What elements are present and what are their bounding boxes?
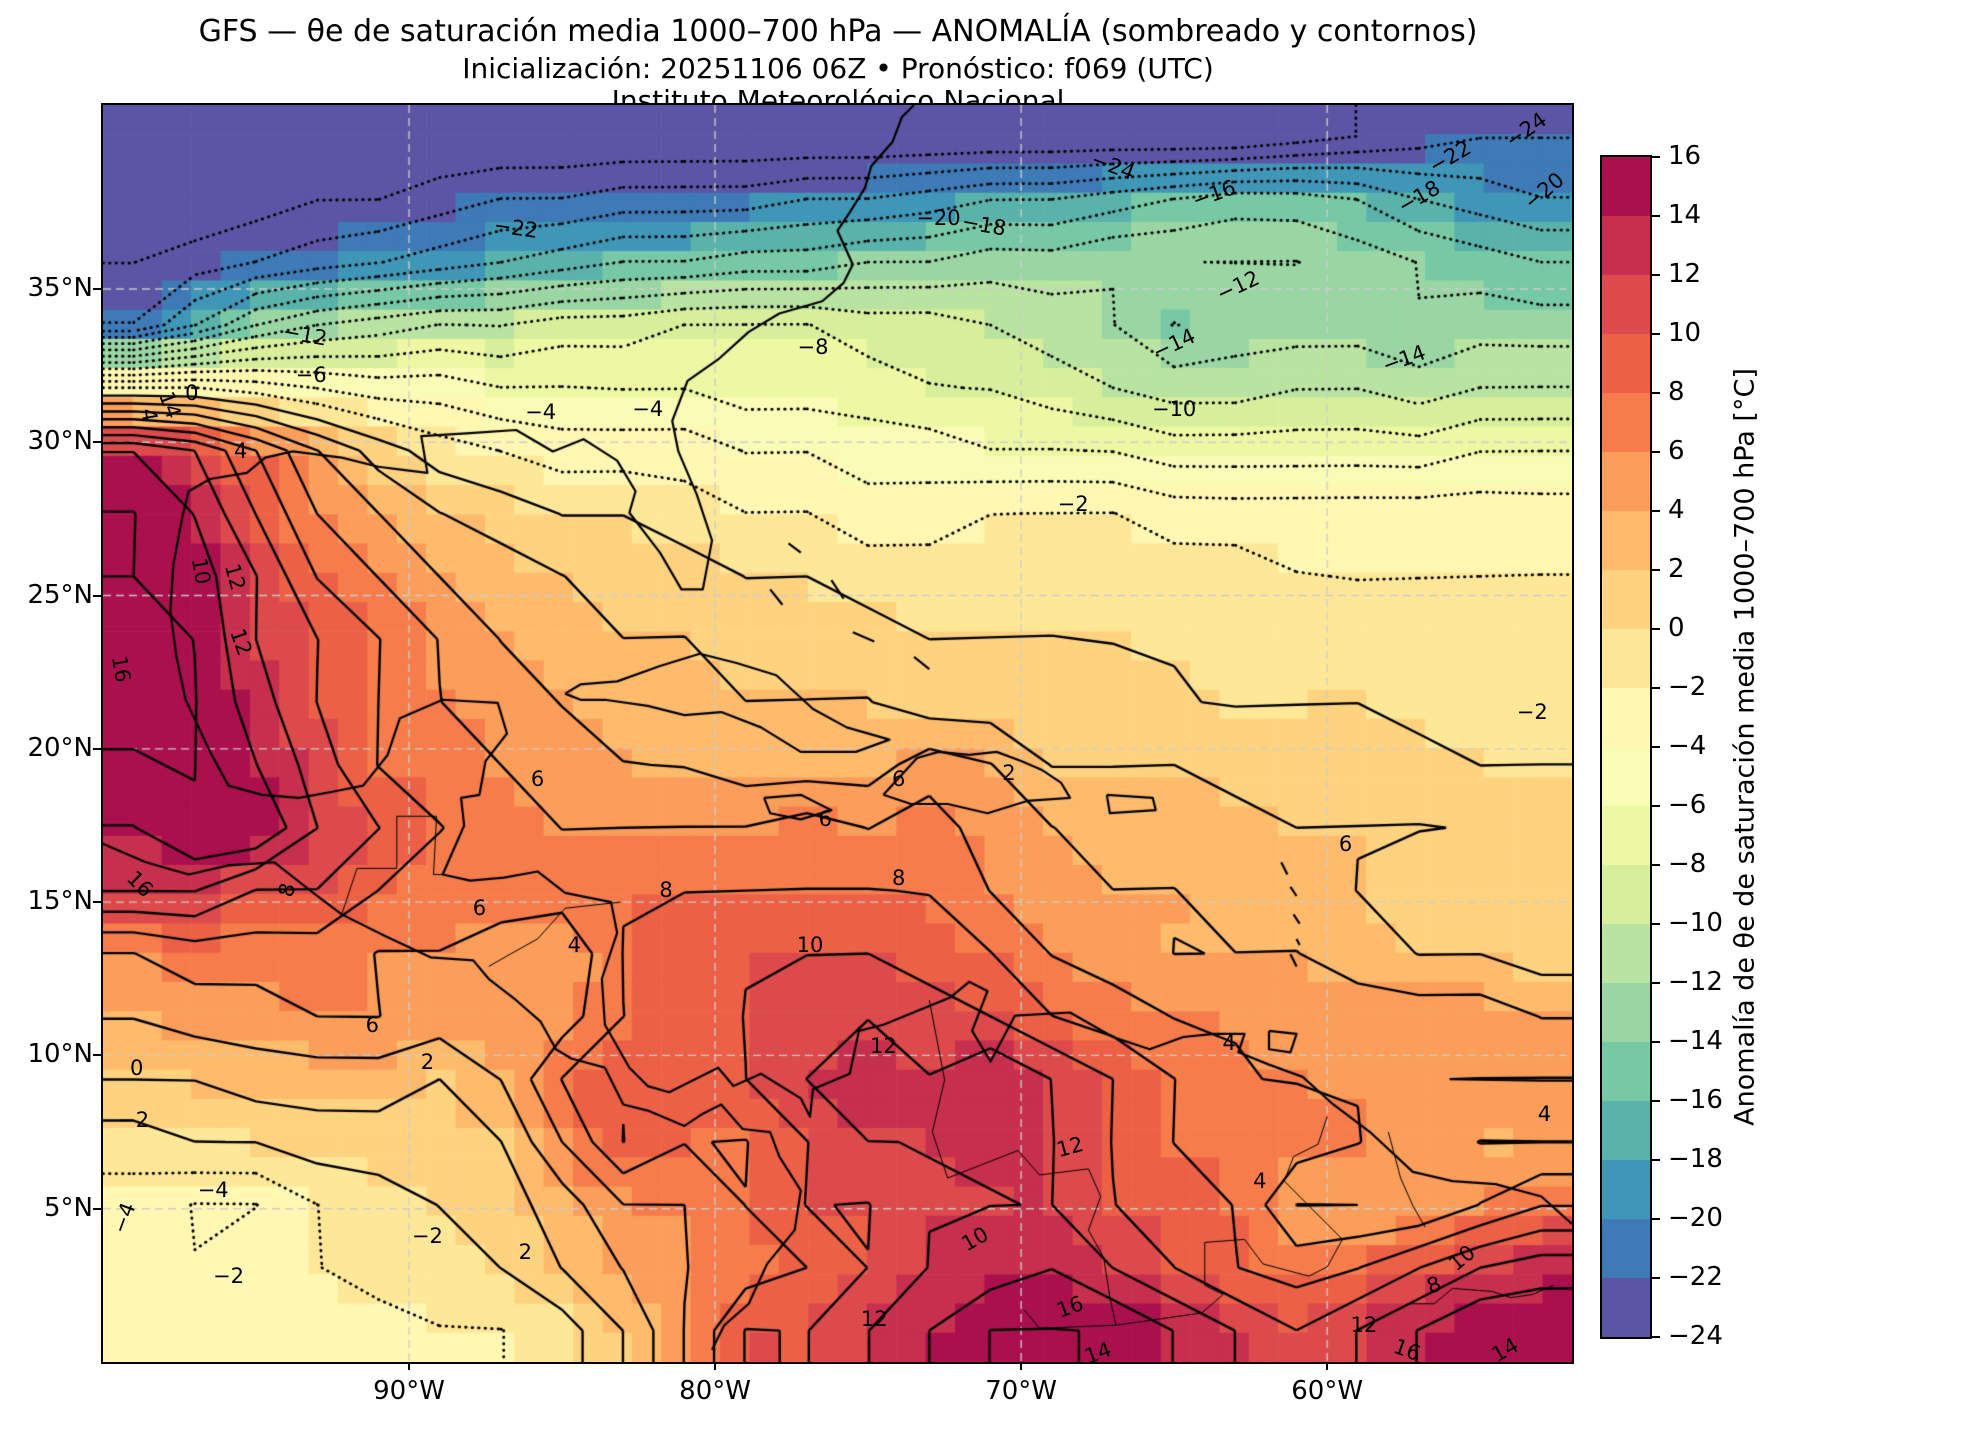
colorbar-tick-label: −22 [1668,1262,1723,1292]
colorbar-segment [1602,1042,1650,1101]
colorbar-segment [1602,865,1650,924]
colorbar-tick-label: 6 [1668,436,1685,466]
anomaly-contour-canvas [103,105,1572,1362]
colorbar-segment [1602,747,1650,806]
colorbar-tick-label: −24 [1668,1321,1723,1351]
colorbar-tick [1652,156,1660,158]
colorbar-tick-label: −10 [1668,908,1723,938]
colorbar-tick-label: 2 [1668,554,1685,584]
x-tick-label: 70°W [985,1376,1058,1406]
y-tick [93,1207,101,1210]
colorbar-tick-label: −18 [1668,1144,1723,1174]
colorbar-tick-label: 8 [1668,377,1685,407]
colorbar-tick-label: 12 [1668,259,1702,289]
colorbar-tick-label: 10 [1668,318,1702,348]
x-tick [1020,1362,1023,1370]
colorbar-tick-label: −12 [1668,967,1723,997]
colorbar-segment [1602,1101,1650,1160]
colorbar-segment [1602,157,1650,216]
colorbar-segment [1602,688,1650,747]
colorbar-tick [1652,687,1660,689]
colorbar-segment [1602,806,1650,865]
x-tick-label: 90°W [373,1376,445,1406]
y-tick-label: 15°N [27,886,93,917]
colorbar-tick-label: 0 [1668,613,1685,643]
colorbar-tick [1652,1159,1660,1161]
colorbar-tick [1652,628,1660,630]
colorbar-tick-label: −20 [1668,1203,1723,1233]
colorbar-tick [1652,923,1660,925]
colorbar-tick-label: −4 [1668,731,1707,761]
colorbar-label: Anomalía de θe de saturación media 1000–… [1729,368,1761,1126]
colorbar-tick [1652,982,1660,984]
x-tick [714,1362,717,1370]
colorbar-tick [1652,333,1660,335]
colorbar-tick [1652,451,1660,453]
colorbar-tick-label: 4 [1668,495,1685,525]
colorbar-segment [1602,216,1650,275]
y-tick [93,594,101,597]
colorbar-segment [1602,1219,1650,1278]
colorbar-tick [1652,569,1660,571]
y-tick-label: 25°N [27,579,93,610]
x-tick-label: 60°W [1291,1376,1364,1406]
colorbar-segment [1602,511,1650,570]
colorbar-tick [1652,1277,1660,1279]
y-tick-label: 10°N [27,1039,93,1070]
x-tick-label: 80°W [679,1376,751,1406]
y-tick-label: 35°N [27,272,93,303]
colorbar-tick [1652,864,1660,866]
colorbar-tick-label: 16 [1668,141,1702,171]
y-tick-label: 5°N [44,1192,93,1223]
colorbar-segment [1602,1278,1650,1337]
colorbar-tick [1652,274,1660,276]
colorbar-segment [1602,334,1650,393]
y-tick [93,441,101,444]
colorbar-segment [1602,452,1650,511]
colorbar-tick [1652,805,1660,807]
colorbar-tick-label: −16 [1668,1085,1723,1115]
y-tick [93,901,101,904]
colorbar-segment [1602,983,1650,1042]
colorbar-tick [1652,1041,1660,1043]
colorbar-tick [1652,510,1660,512]
colorbar-tick [1652,746,1660,748]
map-area: −24 −24 −22 −22 −20 −20 −18 −18 −16 −14 −14 −12 −12−… [101,103,1574,1369]
colorbar-tick-label: −2 [1668,672,1707,702]
colorbar-segment [1602,924,1650,983]
y-tick [93,747,101,750]
colorbar-segment [1602,275,1650,334]
colorbar-gradient [1602,157,1650,1337]
colorbar-tick [1652,215,1660,217]
colorbar-segment [1602,629,1650,688]
colorbar-tick-label: −6 [1668,790,1707,820]
colorbar [1600,155,1652,1339]
colorbar-segment [1602,393,1650,452]
chart-subtitle: Inicialización: 20251106 06Z • Pronóstic… [462,52,1214,85]
colorbar-tick [1652,1218,1660,1220]
colorbar-segment [1602,1160,1650,1219]
x-tick [408,1362,411,1370]
chart-title: GFS — θe de saturación media 1000–700 hP… [198,14,1478,49]
x-tick [1326,1362,1329,1370]
colorbar-tick-label: 14 [1668,200,1702,230]
y-tick [93,287,101,290]
colorbar-tick [1652,1100,1660,1102]
colorbar-tick [1652,392,1660,394]
colorbar-tick-label: −8 [1668,849,1707,879]
y-tick [93,1054,101,1057]
y-tick-label: 20°N [27,732,93,763]
colorbar-segment [1602,570,1650,629]
y-tick-label: 30°N [27,426,93,457]
colorbar-tick [1652,1336,1660,1338]
colorbar-tick-label: −14 [1668,1026,1723,1056]
